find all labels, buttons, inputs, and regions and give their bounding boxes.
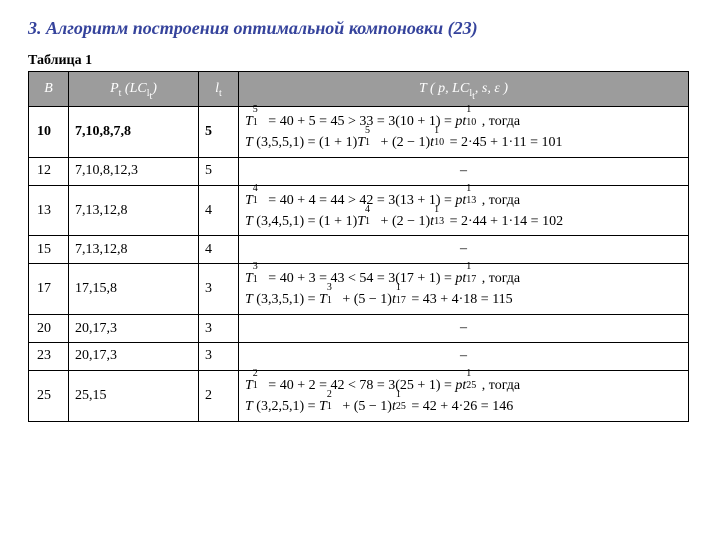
cell-t-dash: – [239,157,689,185]
cell-l: 4 [199,185,239,236]
table-row: 2525,152T21 = 40 + 2 = 42 < 78 = 3(25 + … [29,370,689,421]
table-row: 107,10,8,7,85T51 = 40 + 5 = 45 > 33 = 3(… [29,107,689,158]
cell-l: 3 [199,264,239,315]
cell-l: 2 [199,370,239,421]
table-row: 137,13,12,84T41 = 40 + 4 = 44 > 42 = 3(1… [29,185,689,236]
cell-t: T51 = 40 + 5 = 45 > 33 = 3(10 + 1) = pt1… [239,107,689,158]
table-row: 1717,15,83T31 = 40 + 3 = 43 < 54 = 3(17 … [29,264,689,315]
cell-b: 12 [29,157,69,185]
cell-b: 15 [29,236,69,264]
cell-l: 3 [199,343,239,371]
col-b-header: B [29,72,69,107]
table-row: 2020,17,33– [29,315,689,343]
cell-b: 13 [29,185,69,236]
heading-number: 3. [28,18,42,38]
layout-table: B Pt (LClt) lt T ( p, LClt, s, ε ) 107,1… [28,71,689,422]
cell-pt: 17,15,8 [69,264,199,315]
cell-t: T31 = 40 + 3 = 43 < 54 = 3(17 + 1) = pt1… [239,264,689,315]
table-row: 2320,17,33– [29,343,689,371]
cell-b: 10 [29,107,69,158]
cell-pt: 7,13,12,8 [69,185,199,236]
cell-t-dash: – [239,343,689,371]
cell-pt: 7,13,12,8 [69,236,199,264]
cell-pt: 20,17,3 [69,343,199,371]
cell-b: 23 [29,343,69,371]
table-row: 127,10,8,12,35– [29,157,689,185]
cell-pt: 25,15 [69,370,199,421]
cell-b: 17 [29,264,69,315]
cell-t: T21 = 40 + 2 = 42 < 78 = 3(25 + 1) = pt1… [239,370,689,421]
cell-l: 5 [199,107,239,158]
cell-t-dash: – [239,236,689,264]
cell-l: 5 [199,157,239,185]
table-caption: Таблица 1 [28,53,692,69]
cell-b: 20 [29,315,69,343]
cell-t: T41 = 40 + 4 = 44 > 42 = 3(13 + 1) = pt1… [239,185,689,236]
table-body: 107,10,8,7,85T51 = 40 + 5 = 45 > 33 = 3(… [29,107,689,422]
cell-t-dash: – [239,315,689,343]
cell-l: 4 [199,236,239,264]
cell-pt: 7,10,8,7,8 [69,107,199,158]
cell-pt: 20,17,3 [69,315,199,343]
cell-pt: 7,10,8,12,3 [69,157,199,185]
cell-b: 25 [29,370,69,421]
table-row: 157,13,12,84– [29,236,689,264]
table-header-row: B Pt (LClt) lt T ( p, LClt, s, ε ) [29,72,689,107]
col-t-header: T ( p, LClt, s, ε ) [239,72,689,107]
section-heading: 3. Алгоритм построения оптимальной компо… [28,18,692,39]
cell-l: 3 [199,315,239,343]
col-pt-header: Pt (LClt) [69,72,199,107]
heading-text: Алгоритм построения оптимальной компонов… [46,18,478,38]
col-l-header: lt [199,72,239,107]
